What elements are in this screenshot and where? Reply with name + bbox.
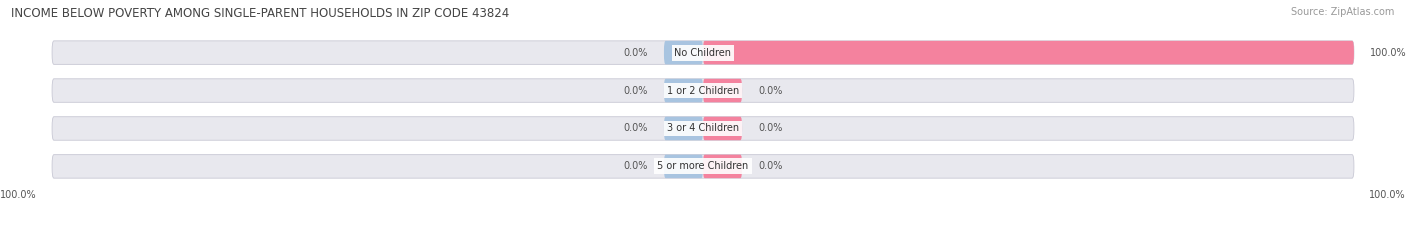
- Text: 100.0%: 100.0%: [1369, 190, 1406, 200]
- FancyBboxPatch shape: [52, 155, 1354, 178]
- Text: 0.0%: 0.0%: [623, 48, 648, 58]
- FancyBboxPatch shape: [664, 117, 703, 140]
- Text: No Children: No Children: [675, 48, 731, 58]
- Text: 3 or 4 Children: 3 or 4 Children: [666, 123, 740, 134]
- FancyBboxPatch shape: [52, 117, 1354, 140]
- FancyBboxPatch shape: [52, 41, 1354, 64]
- Text: 100.0%: 100.0%: [0, 190, 37, 200]
- FancyBboxPatch shape: [664, 79, 703, 102]
- Text: 5 or more Children: 5 or more Children: [658, 161, 748, 171]
- Text: INCOME BELOW POVERTY AMONG SINGLE-PARENT HOUSEHOLDS IN ZIP CODE 43824: INCOME BELOW POVERTY AMONG SINGLE-PARENT…: [11, 7, 509, 20]
- Text: 100.0%: 100.0%: [1371, 48, 1406, 58]
- Text: 0.0%: 0.0%: [623, 161, 648, 171]
- Text: 0.0%: 0.0%: [758, 123, 783, 134]
- Text: 0.0%: 0.0%: [758, 86, 783, 96]
- FancyBboxPatch shape: [52, 79, 1354, 102]
- FancyBboxPatch shape: [664, 155, 703, 178]
- Text: 0.0%: 0.0%: [623, 86, 648, 96]
- Text: 1 or 2 Children: 1 or 2 Children: [666, 86, 740, 96]
- FancyBboxPatch shape: [703, 117, 742, 140]
- Text: Source: ZipAtlas.com: Source: ZipAtlas.com: [1291, 7, 1395, 17]
- Text: 0.0%: 0.0%: [623, 123, 648, 134]
- FancyBboxPatch shape: [664, 41, 703, 64]
- FancyBboxPatch shape: [703, 79, 742, 102]
- Text: 0.0%: 0.0%: [758, 161, 783, 171]
- FancyBboxPatch shape: [703, 155, 742, 178]
- FancyBboxPatch shape: [703, 41, 1354, 64]
